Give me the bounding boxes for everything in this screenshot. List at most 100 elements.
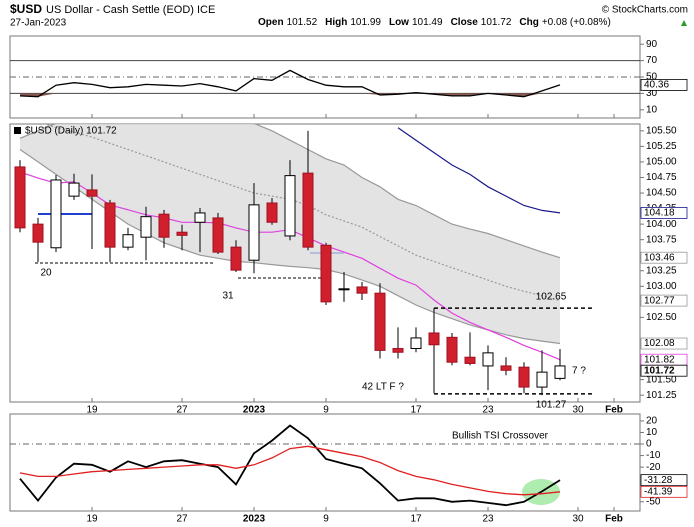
- y-tick-label: 101.25: [646, 390, 677, 401]
- x-tick-label: 23: [482, 405, 494, 416]
- y-tick-label: 105.50: [646, 125, 677, 136]
- candle-body: [212, 217, 224, 253]
- y-tick-label: 0: [646, 439, 652, 450]
- ohlc-value: 101.72: [481, 17, 512, 28]
- chart-header: $USD US Dollar - Cash Settle (EOD) ICE: [10, 2, 215, 16]
- instrument-name: US Dollar - Cash Settle (EOD) ICE: [46, 4, 215, 16]
- candle-body: [266, 202, 278, 223]
- y-tick-label: 102.50: [646, 312, 677, 323]
- candle-body: [194, 212, 206, 223]
- last-value-box: [640, 251, 688, 264]
- indicator-line: [19, 445, 561, 496]
- candle-body: [302, 172, 314, 248]
- x-tick-label: 2023: [243, 514, 266, 525]
- last-value-label: 104.18: [644, 208, 675, 219]
- candle-body: [356, 286, 368, 294]
- annotation: 7 ?: [572, 366, 586, 377]
- y-tick-label: 104.50: [646, 188, 677, 199]
- last-value-box: [640, 337, 688, 350]
- last-value-label: 102.77: [644, 295, 675, 306]
- annotation: 31: [222, 291, 234, 302]
- x-tick-label: Feb: [605, 514, 623, 525]
- price-plot: [14, 124, 566, 396]
- candle-body: [464, 356, 476, 364]
- candle-body: [428, 332, 440, 346]
- indicator-line: [19, 424, 561, 507]
- tsi-plot: [10, 424, 640, 507]
- candle-body: [230, 246, 242, 271]
- candle-body: [554, 365, 566, 379]
- x-tick-label: 17: [410, 514, 422, 525]
- ohlc-value: 101.99: [350, 17, 381, 28]
- y-tick-label: 105.25: [646, 141, 677, 152]
- candle-body: [536, 371, 548, 388]
- candle-body: [122, 234, 134, 248]
- y-tick-label: 105.00: [646, 157, 677, 168]
- candle-body: [374, 292, 386, 351]
- x-tick-label: 23: [482, 514, 494, 525]
- source: © StockCharts.com: [602, 5, 688, 16]
- y-tick-label: 20: [646, 416, 658, 427]
- annotation: Bullish TSI Crossover: [452, 431, 549, 442]
- x-tick-label: 19: [86, 405, 98, 416]
- last-value-box: [640, 364, 688, 377]
- rsi-plot: [10, 60, 640, 98]
- overlay-line: [43, 124, 561, 302]
- ohlc-label: High: [325, 17, 347, 28]
- candle-body: [86, 189, 98, 197]
- candle-body: [338, 288, 350, 291]
- ohlc-label: Low: [389, 17, 409, 28]
- y-tick-label: 103.75: [646, 234, 677, 245]
- candle-body: [410, 337, 422, 350]
- last-value-label: -31.28: [644, 475, 673, 486]
- candle-body: [14, 166, 26, 229]
- x-tick-label: 9: [323, 514, 329, 525]
- candle-body: [104, 202, 116, 248]
- x-tick-label: 2023: [243, 405, 266, 416]
- candle-body: [284, 175, 296, 237]
- ohlc-label: Close: [451, 17, 479, 28]
- candle-body: [446, 336, 458, 363]
- y-tick-label: 103.25: [646, 265, 677, 276]
- x-tick-label: 30: [572, 405, 584, 416]
- x-tick-label: 17: [410, 405, 422, 416]
- price-label: 101.27: [536, 400, 567, 411]
- last-value-label: 103.46: [644, 252, 675, 263]
- price-label: 102.65: [536, 292, 567, 303]
- change-arrow: [681, 20, 687, 26]
- candle-body: [32, 223, 44, 243]
- candle-body: [518, 366, 530, 388]
- y-tick-label: 101.50: [646, 374, 677, 385]
- candle-body: [482, 352, 494, 367]
- candle-body: [248, 204, 260, 261]
- overlay-line: [19, 124, 561, 259]
- y-tick-label: 104.00: [646, 219, 677, 230]
- candle-body: [158, 213, 170, 238]
- ohlc-value: 101.52: [287, 17, 318, 28]
- annotation: 42 LT F ?: [362, 382, 404, 393]
- candle-body: [392, 348, 404, 353]
- last-value-label: 101.72: [644, 365, 675, 376]
- x-tick-label: 9: [323, 405, 329, 416]
- indicator-line: [19, 69, 561, 98]
- legend-swatch: [14, 127, 21, 134]
- candle-body: [500, 365, 512, 371]
- ohlc-value: +0.08 (+0.08%): [542, 17, 611, 28]
- last-value-label: 102.08: [644, 338, 675, 349]
- ohlc-value: 101.49: [412, 17, 443, 28]
- candle-body: [50, 179, 62, 249]
- y-tick-label: 104.75: [646, 172, 677, 183]
- ohlc-label: Open: [258, 17, 284, 28]
- y-tick-label: 103.00: [646, 281, 677, 292]
- overlay-line: [397, 127, 561, 214]
- y-tick-label: -50: [646, 496, 661, 507]
- ohlc-label: Chg: [519, 17, 538, 28]
- candle-body: [176, 231, 188, 236]
- y-tick-label: -20: [646, 462, 661, 473]
- oversold-fill: [20, 93, 560, 97]
- price-legend: $USD (Daily) 101.72: [25, 126, 117, 137]
- x-tick-label: 19: [86, 514, 98, 525]
- last-value-box: [640, 294, 688, 307]
- last-value-box: [640, 485, 688, 498]
